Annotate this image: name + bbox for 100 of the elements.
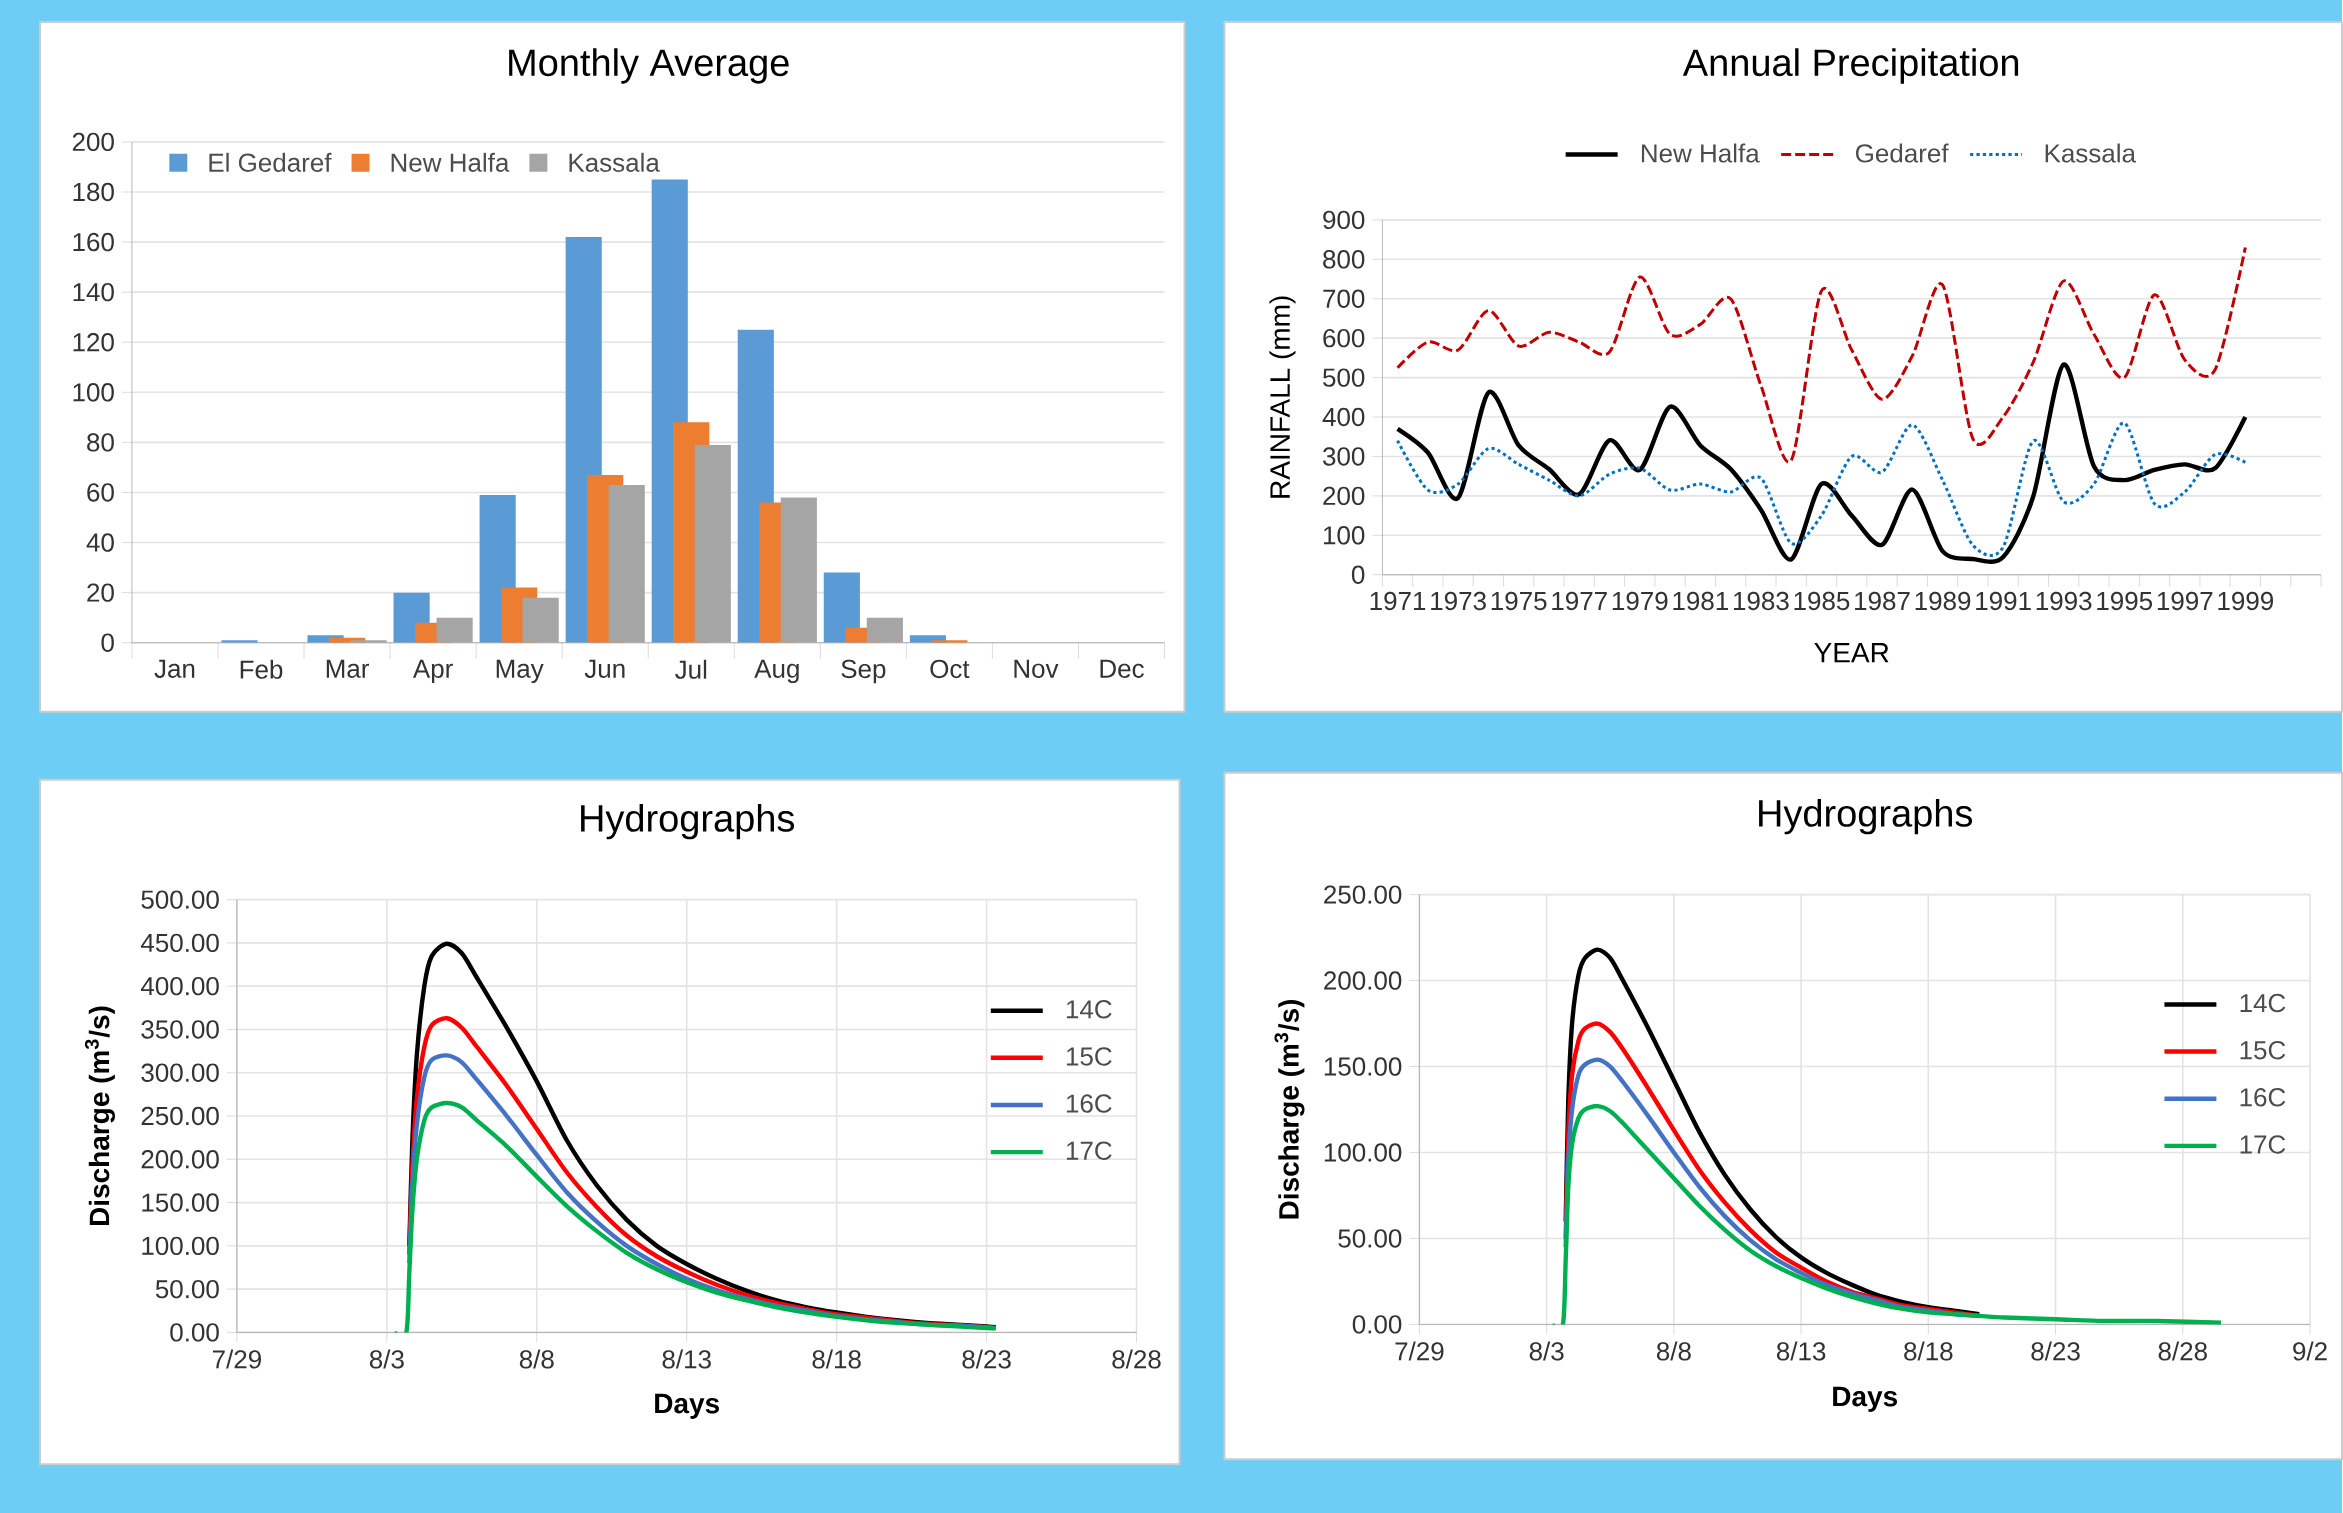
y-tick-label: 300: [1323, 447, 1365, 466]
y-tick-label: 60: [87, 483, 114, 502]
x-tick-label: 9/2: [2293, 1341, 2327, 1361]
y-tick-label: 0: [1351, 565, 1365, 584]
legend-label: 14C: [1066, 999, 1112, 1019]
x-tick-label: 8/13: [662, 1349, 711, 1369]
legend-label: 16C: [2240, 1087, 2286, 1107]
y-tick-label: 0.00: [1352, 1315, 1402, 1334]
y-axis-title: Discharge (m$^{3}$/s): [84, 1006, 115, 1225]
x-tick-label: 1999: [2218, 591, 2274, 611]
legend-label: 17C: [2240, 1135, 2286, 1154]
x-tick-label: 8/3: [1529, 1341, 1564, 1361]
x-tick-label: 1995: [2097, 591, 2153, 611]
x-tick-label: Jan: [154, 659, 195, 678]
y-tick-label: 150.00: [142, 1193, 219, 1212]
x-tick-label: 8/8: [519, 1349, 554, 1369]
x-tick-label: 8/28: [2158, 1341, 2207, 1361]
x-tick-label: Jul: [675, 659, 707, 679]
x-axis-title: Days: [1833, 1386, 1898, 1412]
x-tick-label: 8/18: [812, 1349, 861, 1369]
y-tick-label: 100: [73, 382, 114, 402]
y-tick-label: 100: [1323, 525, 1365, 545]
legend-label: 15C: [1066, 1047, 1112, 1066]
x-tick-label: 1991: [1976, 591, 2031, 611]
x-tick-label: Jun: [584, 659, 625, 678]
x-tick-label: May: [496, 659, 544, 683]
y-tick-label: 200.00: [141, 1149, 219, 1169]
y-tick-label: 120: [73, 332, 114, 352]
y-tick-label: 100.00: [1324, 1143, 1402, 1162]
y-tick-label: 200.00: [1324, 971, 1402, 990]
bar: [823, 572, 860, 643]
bar: [522, 597, 559, 643]
legend-label: New Halfa: [391, 152, 510, 172]
x-tick-label: 1973: [1431, 591, 1486, 611]
x-tick-label: 1983: [1733, 591, 1789, 611]
legend-label: Kassala: [569, 152, 660, 172]
x-tick-label: 7/29: [1395, 1341, 1444, 1361]
x-tick-label: 1987: [1855, 591, 1910, 611]
x-tick-label: 1989: [1915, 591, 1971, 611]
y-tick-label: 800: [1323, 249, 1365, 269]
legend-label: Kassala: [2045, 143, 2136, 163]
y-tick-label: 300.00: [141, 1063, 219, 1082]
y-tick-label: 150.00: [1324, 1057, 1402, 1076]
legend-label: 14C: [2240, 993, 2286, 1013]
x-tick-label: 8/28: [1112, 1349, 1161, 1369]
y-tick-label: 600: [1323, 328, 1365, 348]
x-tick-label: 8/18: [1904, 1341, 1953, 1361]
y-tick-label: 160: [73, 232, 114, 252]
y-tick-label: 350.00: [141, 1020, 219, 1039]
y-tick-label: 100.00: [142, 1236, 219, 1255]
x-tick-label: Sep: [841, 659, 886, 684]
x-tick-label: 8/23: [962, 1349, 1011, 1369]
x-tick-label: 1975: [1491, 591, 1547, 611]
chart-title: Annual Precipitation: [1682, 48, 2019, 84]
y-tick-label: 900: [1323, 210, 1365, 229]
x-tick-label: Dec: [1100, 659, 1144, 678]
x-tick-label: 1981: [1673, 591, 1728, 611]
line-series: [1396, 245, 2247, 462]
x-axis-title: YEAR: [1814, 642, 1889, 663]
legend-label: 15C: [2240, 1040, 2286, 1060]
x-tick-label: 1997: [2157, 591, 2213, 611]
x-tick-label: 1993: [2036, 591, 2092, 611]
chart-title: Hydrographs: [581, 803, 795, 840]
y-tick-label: 250.00: [1324, 885, 1402, 904]
x-tick-label: 8/23: [2031, 1341, 2080, 1361]
y-axis-title: RAINFALL (mm): [1269, 296, 1296, 498]
bar: [436, 617, 473, 643]
y-tick-label: 250.00: [141, 1106, 219, 1126]
chart-title: Monthly Average: [509, 48, 789, 84]
x-tick-label: 7/29: [212, 1349, 261, 1369]
y-tick-label: 450.00: [140, 933, 219, 952]
y-tick-label: 400.00: [140, 976, 219, 996]
y-tick-label: 40: [86, 533, 114, 552]
x-tick-label: Nov: [1014, 659, 1059, 678]
bar: [780, 497, 817, 643]
x-tick-label: Oct: [930, 659, 970, 678]
x-tick-label: 1985: [1794, 591, 1850, 611]
x-tick-label: 1971: [1370, 591, 1426, 611]
y-tick-label: 700: [1323, 289, 1365, 308]
legend-label: New Halfa: [1641, 143, 1760, 163]
bar: [694, 444, 731, 643]
y-axis-title: Discharge (m$^{3}$/s): [1274, 999, 1305, 1219]
x-axis-title: Days: [655, 1393, 720, 1419]
x-tick-label: 8/8: [1656, 1341, 1691, 1361]
x-tick-label: 1979: [1612, 591, 1668, 611]
legend-label: 17C: [1066, 1141, 1112, 1160]
x-tick-label: Aug: [754, 659, 799, 683]
x-tick-label: Mar: [326, 659, 369, 678]
legend-label: Gedaref: [1855, 143, 1949, 163]
y-tick-label: 500.00: [141, 890, 219, 909]
x-tick-label: 8/3: [369, 1349, 404, 1369]
x-tick-label: 1977: [1552, 591, 1607, 611]
y-tick-label: 200: [72, 132, 114, 151]
chart-title: Hydrographs: [1759, 798, 1973, 835]
y-tick-label: 140: [73, 282, 114, 302]
y-tick-label: 200: [1323, 486, 1365, 505]
y-tick-label: 50.00: [1338, 1229, 1402, 1248]
x-tick-label: 8/13: [1776, 1341, 1826, 1361]
bar: [866, 617, 903, 643]
y-tick-label: 80: [87, 433, 114, 452]
